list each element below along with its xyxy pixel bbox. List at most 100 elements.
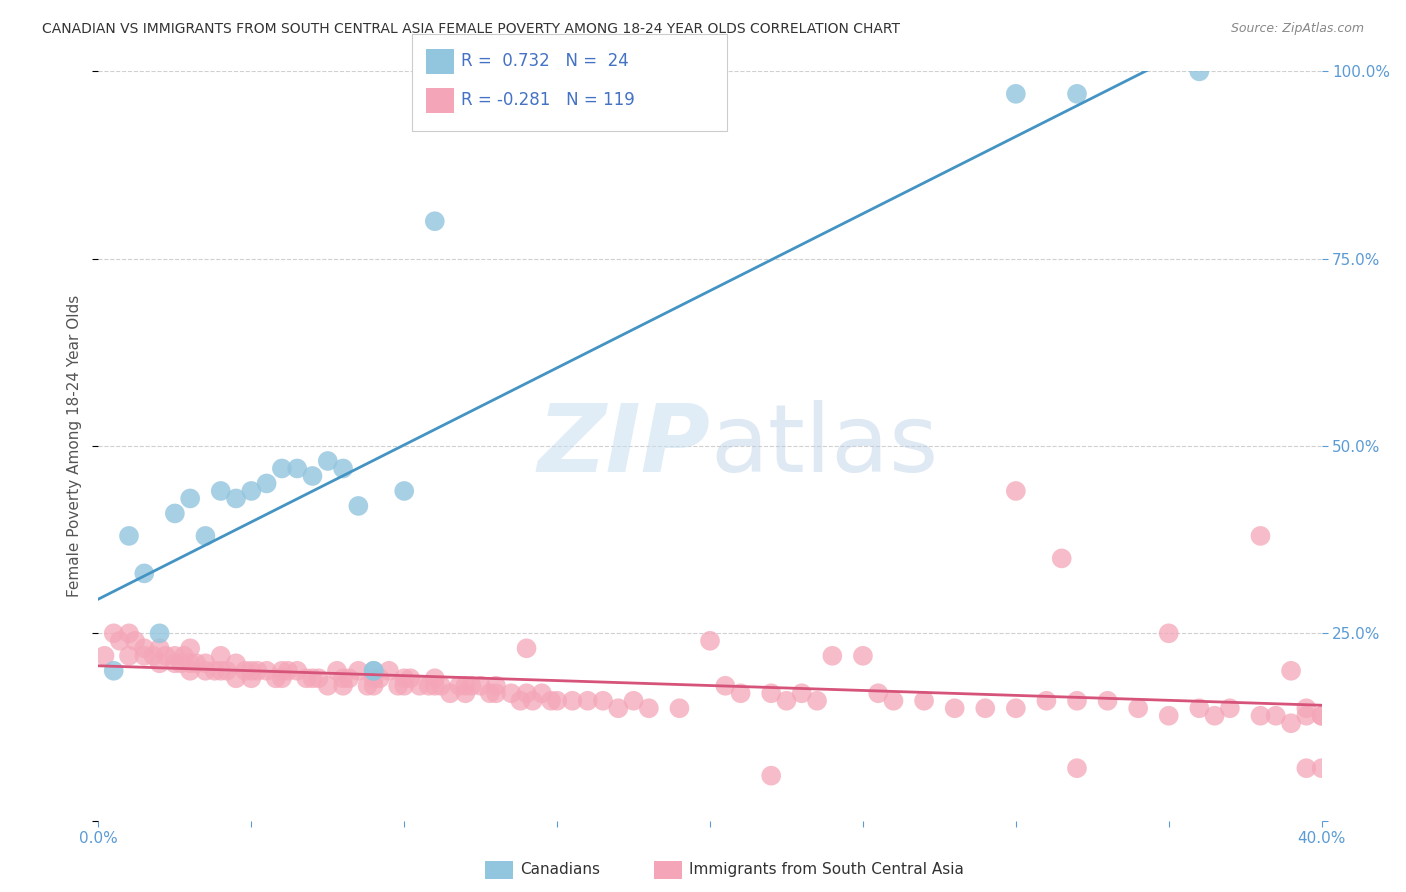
- Point: [790, 686, 813, 700]
- Point: [240, 483, 263, 498]
- Point: [347, 664, 370, 678]
- Point: [1188, 701, 1211, 715]
- Point: [454, 679, 477, 693]
- Point: [295, 671, 318, 685]
- Point: [256, 476, 278, 491]
- Point: [142, 648, 165, 663]
- Point: [806, 694, 828, 708]
- Point: [1128, 701, 1150, 715]
- Point: [408, 679, 430, 693]
- Point: [1279, 664, 1302, 678]
- Point: [392, 671, 416, 685]
- Point: [108, 633, 131, 648]
- Point: [363, 664, 385, 678]
- Point: [387, 679, 409, 693]
- Point: [883, 694, 905, 708]
- Point: [1310, 708, 1333, 723]
- Point: [285, 664, 308, 678]
- Point: [460, 679, 482, 693]
- Point: [540, 694, 562, 708]
- Point: [607, 701, 630, 715]
- Point: [240, 664, 263, 678]
- Point: [516, 686, 538, 700]
- Point: [155, 648, 177, 663]
- Point: [423, 679, 446, 693]
- Point: [852, 648, 875, 663]
- Point: [418, 679, 440, 693]
- Point: [423, 671, 446, 685]
- Point: [118, 648, 141, 663]
- Point: [1310, 761, 1333, 775]
- Point: [347, 499, 370, 513]
- Point: [478, 686, 501, 700]
- Point: [363, 664, 385, 678]
- Point: [1097, 694, 1119, 708]
- Point: [225, 671, 247, 685]
- Point: [326, 664, 349, 678]
- Point: [470, 679, 492, 693]
- Point: [134, 648, 156, 663]
- Point: [730, 686, 752, 700]
- Point: [301, 469, 323, 483]
- Point: [1066, 87, 1088, 101]
- Point: [1157, 626, 1180, 640]
- Y-axis label: Female Poverty Among 18-24 Year Olds: Female Poverty Among 18-24 Year Olds: [66, 295, 82, 597]
- Point: [1157, 708, 1180, 723]
- Point: [264, 671, 287, 685]
- Point: [363, 679, 385, 693]
- Point: [759, 686, 782, 700]
- Point: [378, 664, 401, 678]
- Point: [118, 626, 141, 640]
- Point: [454, 686, 477, 700]
- Point: [1310, 708, 1333, 723]
- Point: [149, 626, 172, 640]
- Point: [1295, 708, 1317, 723]
- Point: [209, 664, 232, 678]
- Point: [637, 701, 661, 715]
- Point: [699, 633, 721, 648]
- Point: [1279, 716, 1302, 731]
- Point: [93, 648, 115, 663]
- Point: [1050, 551, 1073, 566]
- Point: [103, 626, 125, 640]
- Point: [332, 679, 354, 693]
- Point: [623, 694, 645, 708]
- Point: [449, 679, 471, 693]
- Point: [485, 679, 508, 693]
- Point: [501, 686, 523, 700]
- Point: [1249, 529, 1271, 543]
- Point: [775, 694, 797, 708]
- Point: [134, 566, 156, 581]
- Text: Canadians: Canadians: [520, 863, 600, 877]
- Point: [149, 641, 172, 656]
- Point: [285, 461, 308, 475]
- Point: [246, 664, 269, 678]
- Point: [170, 657, 193, 671]
- Point: [270, 671, 292, 685]
- Point: [1004, 483, 1026, 498]
- Point: [668, 701, 690, 715]
- Point: [256, 664, 278, 678]
- Point: [194, 657, 217, 671]
- Point: [194, 664, 217, 678]
- Point: [1004, 87, 1026, 101]
- Point: [225, 657, 247, 671]
- Point: [1066, 761, 1088, 775]
- Point: [1295, 761, 1317, 775]
- Point: [392, 483, 416, 498]
- Point: [118, 529, 141, 543]
- Point: [546, 694, 568, 708]
- Point: [194, 529, 217, 543]
- Point: [270, 461, 292, 475]
- Point: [277, 664, 299, 678]
- Point: [592, 694, 614, 708]
- Point: [134, 641, 156, 656]
- Point: [209, 483, 232, 498]
- Point: [1035, 694, 1057, 708]
- Text: Immigrants from South Central Asia: Immigrants from South Central Asia: [689, 863, 965, 877]
- Point: [399, 671, 422, 685]
- Point: [337, 671, 360, 685]
- Point: [1264, 708, 1286, 723]
- Point: [316, 454, 339, 468]
- Text: atlas: atlas: [710, 400, 938, 492]
